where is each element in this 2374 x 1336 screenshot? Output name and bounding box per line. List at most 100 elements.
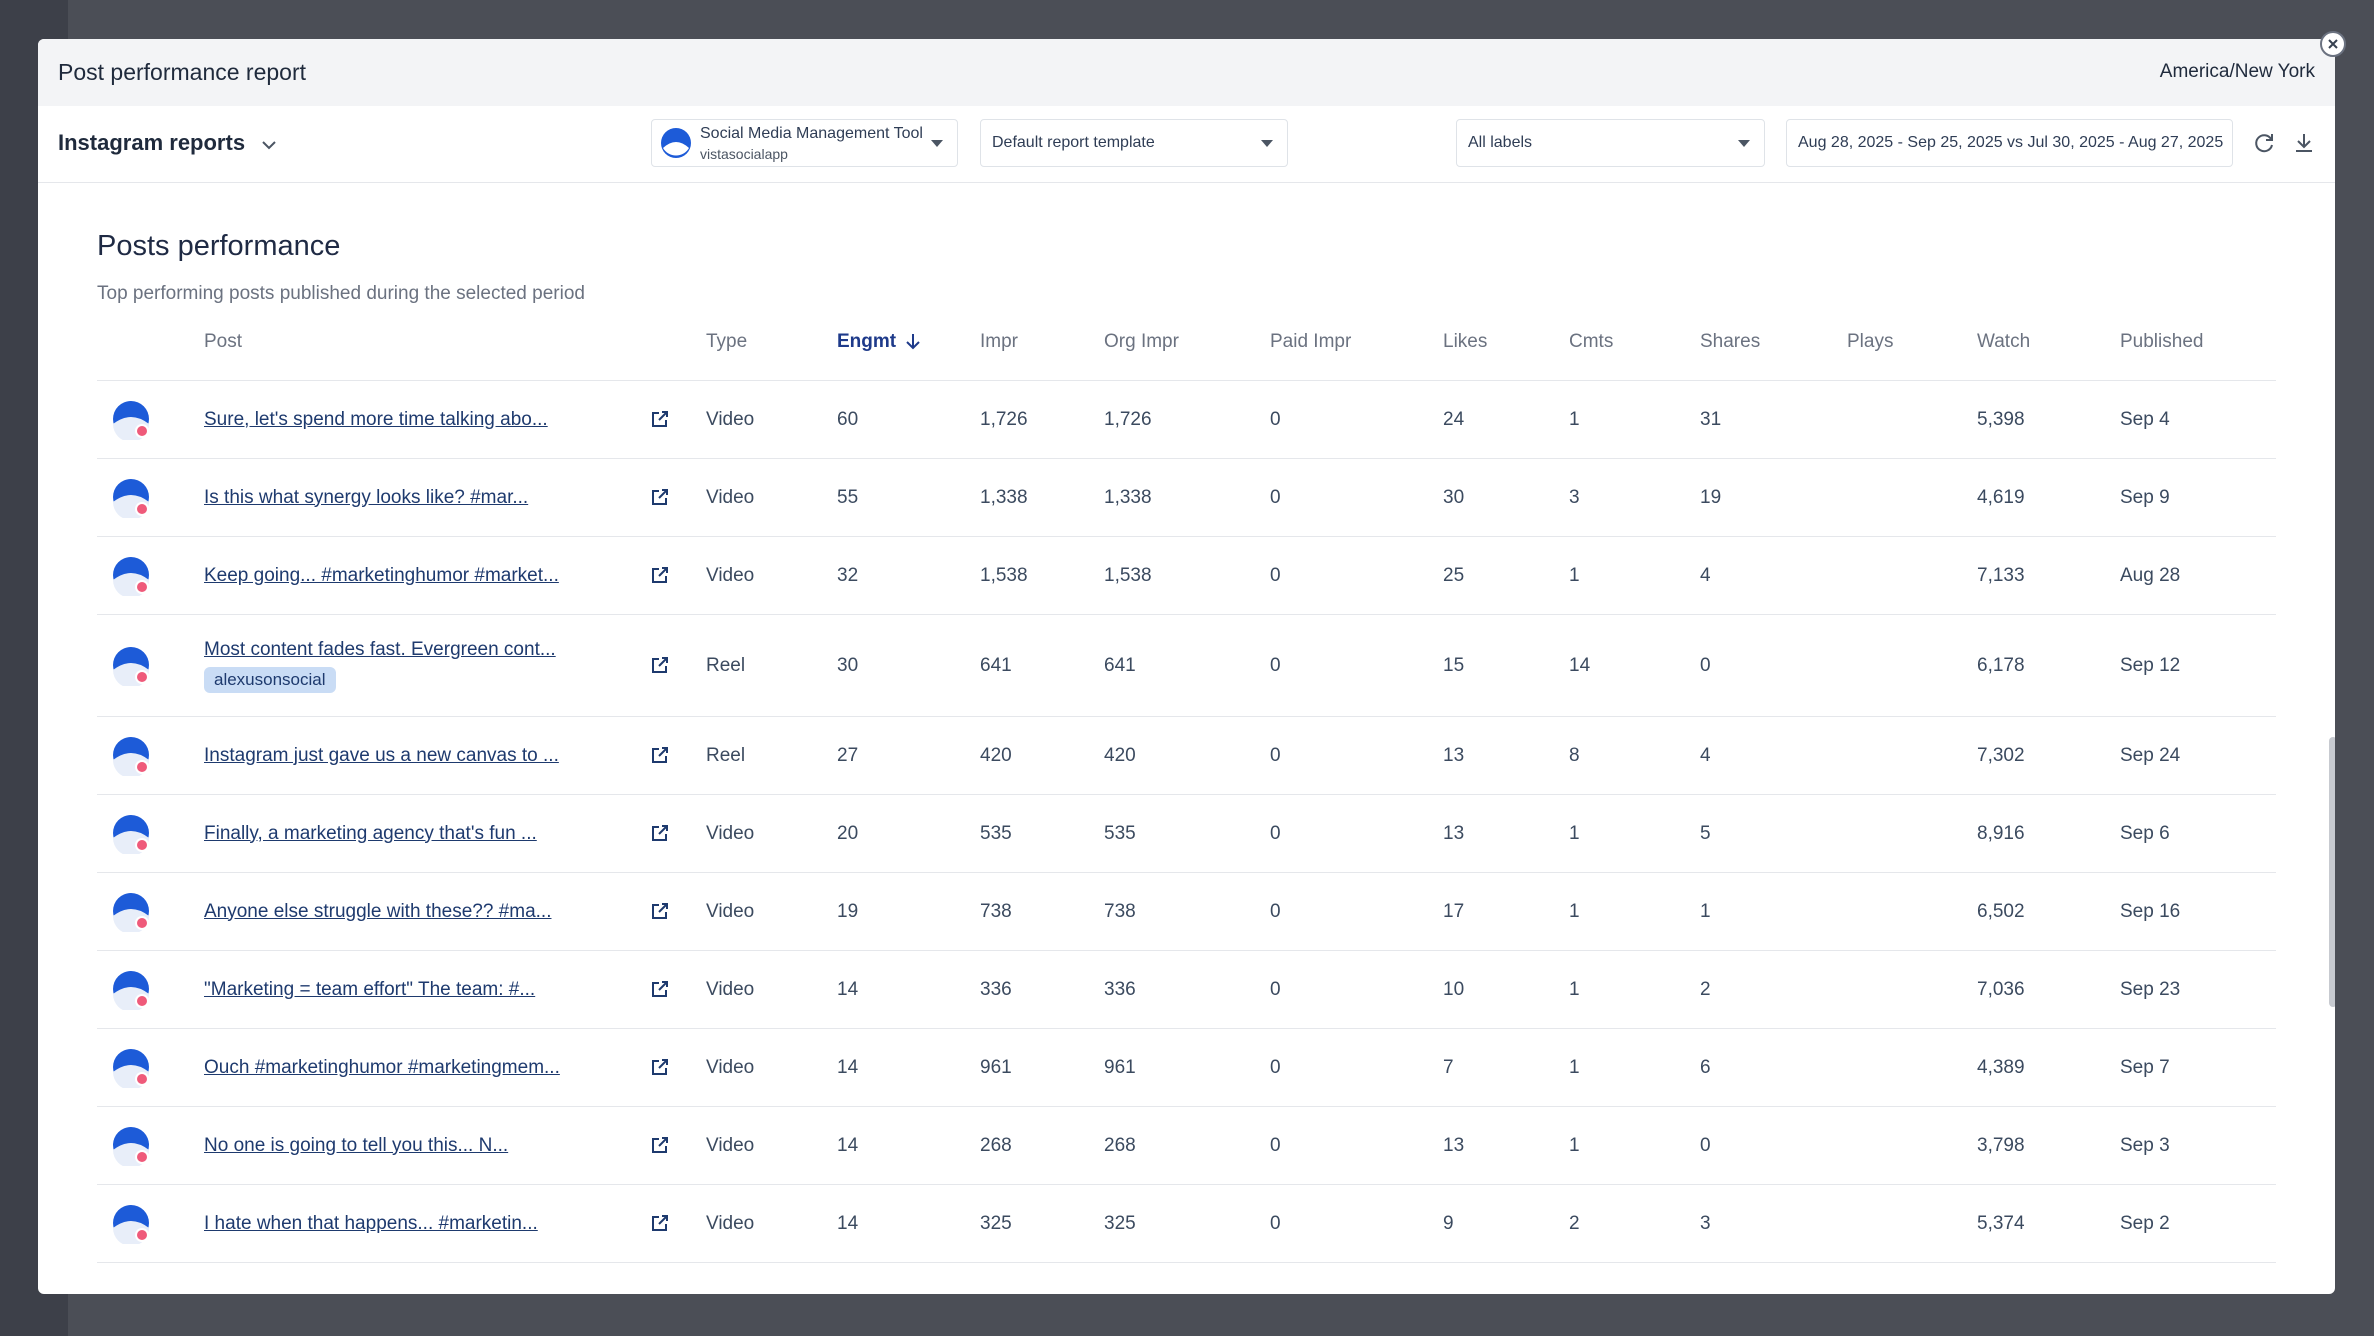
cell-text: 3,798 bbox=[1977, 1134, 2025, 1156]
data-cell: 535 bbox=[1104, 794, 1270, 873]
close-icon bbox=[2328, 39, 2338, 49]
data-cell: 15 bbox=[1443, 614, 1569, 717]
cell-text: 31 bbox=[1700, 408, 1722, 430]
open-link-icon[interactable] bbox=[651, 902, 669, 920]
cell-text: 1 bbox=[1700, 900, 1711, 922]
column-label: Engmt bbox=[837, 330, 897, 352]
scrollbar[interactable] bbox=[2329, 737, 2335, 1007]
open-link-icon[interactable] bbox=[651, 746, 669, 764]
cell-text: 268 bbox=[980, 1134, 1012, 1156]
cell-text: 55 bbox=[837, 486, 859, 508]
open-link-icon[interactable] bbox=[651, 656, 669, 674]
cell-text: 8,916 bbox=[1977, 822, 2025, 844]
profile-dropdown[interactable]: Social Media Management Tool vistasocial… bbox=[651, 119, 958, 167]
data-cell: Video bbox=[706, 1184, 837, 1263]
data-cell: 13 bbox=[1443, 1106, 1569, 1185]
cell-text: Sep 24 bbox=[2120, 744, 2181, 766]
data-cell: 19 bbox=[1700, 458, 1847, 537]
data-cell bbox=[1847, 716, 1977, 795]
open-link-icon[interactable] bbox=[651, 566, 669, 584]
data-cell: 31 bbox=[1700, 380, 1847, 459]
post-link[interactable]: "Marketing = team effort" The team: #... bbox=[204, 978, 536, 1000]
cell-text: Sep 9 bbox=[2120, 486, 2170, 508]
column-label: Impr bbox=[980, 330, 1018, 352]
post-link[interactable]: Keep going... #marketinghumor #market... bbox=[204, 564, 559, 586]
data-cell: 4,389 bbox=[1977, 1028, 2120, 1107]
cell-text: 325 bbox=[1104, 1212, 1136, 1234]
profile-name: Social Media Management Tool bbox=[700, 125, 923, 142]
data-cell: 14 bbox=[1569, 614, 1700, 717]
template-label: Default report template bbox=[992, 134, 1155, 151]
report-selector[interactable]: Instagram reports bbox=[58, 130, 277, 156]
data-cell: Sep 7 bbox=[2120, 1028, 2276, 1107]
toolbar: Instagram reports Social Media Managemen… bbox=[38, 106, 2335, 183]
cell-text: Video bbox=[706, 408, 755, 430]
post-link[interactable]: I hate when that happens... #marketin... bbox=[204, 1212, 538, 1234]
column-label: Published bbox=[2120, 330, 2204, 352]
cell-text: 8 bbox=[1569, 744, 1580, 766]
open-link-icon[interactable] bbox=[651, 488, 669, 506]
data-cell: 14 bbox=[837, 1106, 980, 1185]
open-link-icon[interactable] bbox=[651, 980, 669, 998]
post-avatar bbox=[113, 646, 149, 688]
cell-text: 6 bbox=[1700, 1056, 1711, 1078]
date-range-picker[interactable]: Aug 28, 2025 - Sep 25, 2025 vs Jul 30, 2… bbox=[1786, 119, 2233, 167]
header-cell: Org Impr bbox=[1104, 303, 1270, 381]
close-button[interactable] bbox=[2320, 31, 2346, 57]
data-cell: 13 bbox=[1443, 794, 1569, 873]
open-cell bbox=[651, 458, 706, 537]
column-label: Cmts bbox=[1569, 330, 1614, 352]
cell-text: 961 bbox=[1104, 1056, 1136, 1078]
post-link[interactable]: Anyone else struggle with these?? #ma... bbox=[204, 900, 552, 922]
data-cell: 5,398 bbox=[1977, 380, 2120, 459]
data-cell: Sep 16 bbox=[2120, 872, 2276, 951]
data-cell: 0 bbox=[1270, 794, 1443, 873]
cell-text: 3 bbox=[1700, 1212, 1711, 1234]
header-cell[interactable]: Engmt bbox=[837, 303, 980, 381]
post-row: Anyone else struggle with these?? #ma...… bbox=[97, 872, 2276, 951]
cell-text: 2 bbox=[1700, 978, 1711, 1000]
open-link-icon[interactable] bbox=[651, 1136, 669, 1154]
open-link-icon[interactable] bbox=[651, 824, 669, 842]
header-cell: Plays bbox=[1847, 303, 1977, 381]
data-cell: 0 bbox=[1270, 950, 1443, 1029]
post-link[interactable]: Most content fades fast. Evergreen cont.… bbox=[204, 638, 556, 660]
avatar-cell bbox=[97, 536, 204, 615]
download-button[interactable] bbox=[2292, 131, 2316, 155]
cell-text: 0 bbox=[1270, 654, 1281, 676]
post-link[interactable]: No one is going to tell you this... N... bbox=[204, 1134, 509, 1156]
cell-text: 4 bbox=[1700, 744, 1711, 766]
post-link[interactable]: Sure, let's spend more time talking abo.… bbox=[204, 408, 548, 430]
data-cell: 5,374 bbox=[1977, 1184, 2120, 1263]
data-cell: 1,338 bbox=[1104, 458, 1270, 537]
open-link-icon[interactable] bbox=[651, 1058, 669, 1076]
post-link[interactable]: Ouch #marketinghumor #marketingmem... bbox=[204, 1056, 560, 1078]
post-link[interactable]: Is this what synergy looks like? #mar... bbox=[204, 486, 529, 508]
data-cell: 1 bbox=[1569, 950, 1700, 1029]
cell-text: 1 bbox=[1569, 1056, 1580, 1078]
timezone[interactable]: America/New York bbox=[2159, 61, 2315, 82]
post-link[interactable]: Finally, a marketing agency that's fun .… bbox=[204, 822, 537, 844]
data-cell: Video bbox=[706, 380, 837, 459]
data-cell bbox=[1847, 1028, 1977, 1107]
refresh-button[interactable] bbox=[2252, 131, 2276, 155]
template-dropdown[interactable]: Default report template bbox=[980, 119, 1288, 167]
header-cell: Likes bbox=[1443, 303, 1569, 381]
data-cell: Reel bbox=[706, 614, 837, 717]
labels-dropdown[interactable]: All labels bbox=[1456, 119, 1765, 167]
post-link[interactable]: Instagram just gave us a new canvas to .… bbox=[204, 744, 559, 766]
report-modal: Post performance report America/New York… bbox=[38, 39, 2335, 1294]
post-avatar bbox=[113, 556, 149, 598]
cell-text: 268 bbox=[1104, 1134, 1136, 1156]
data-cell: Video bbox=[706, 536, 837, 615]
cell-text: 0 bbox=[1270, 486, 1281, 508]
caret bbox=[931, 140, 943, 147]
post-avatar bbox=[113, 736, 149, 778]
open-cell bbox=[651, 872, 706, 951]
open-link-icon[interactable] bbox=[651, 1214, 669, 1232]
cell-text: 5,374 bbox=[1977, 1212, 2025, 1234]
caret bbox=[1738, 140, 1750, 147]
open-link-icon[interactable] bbox=[651, 410, 669, 428]
post-row: Is this what synergy looks like? #mar...… bbox=[97, 458, 2276, 537]
